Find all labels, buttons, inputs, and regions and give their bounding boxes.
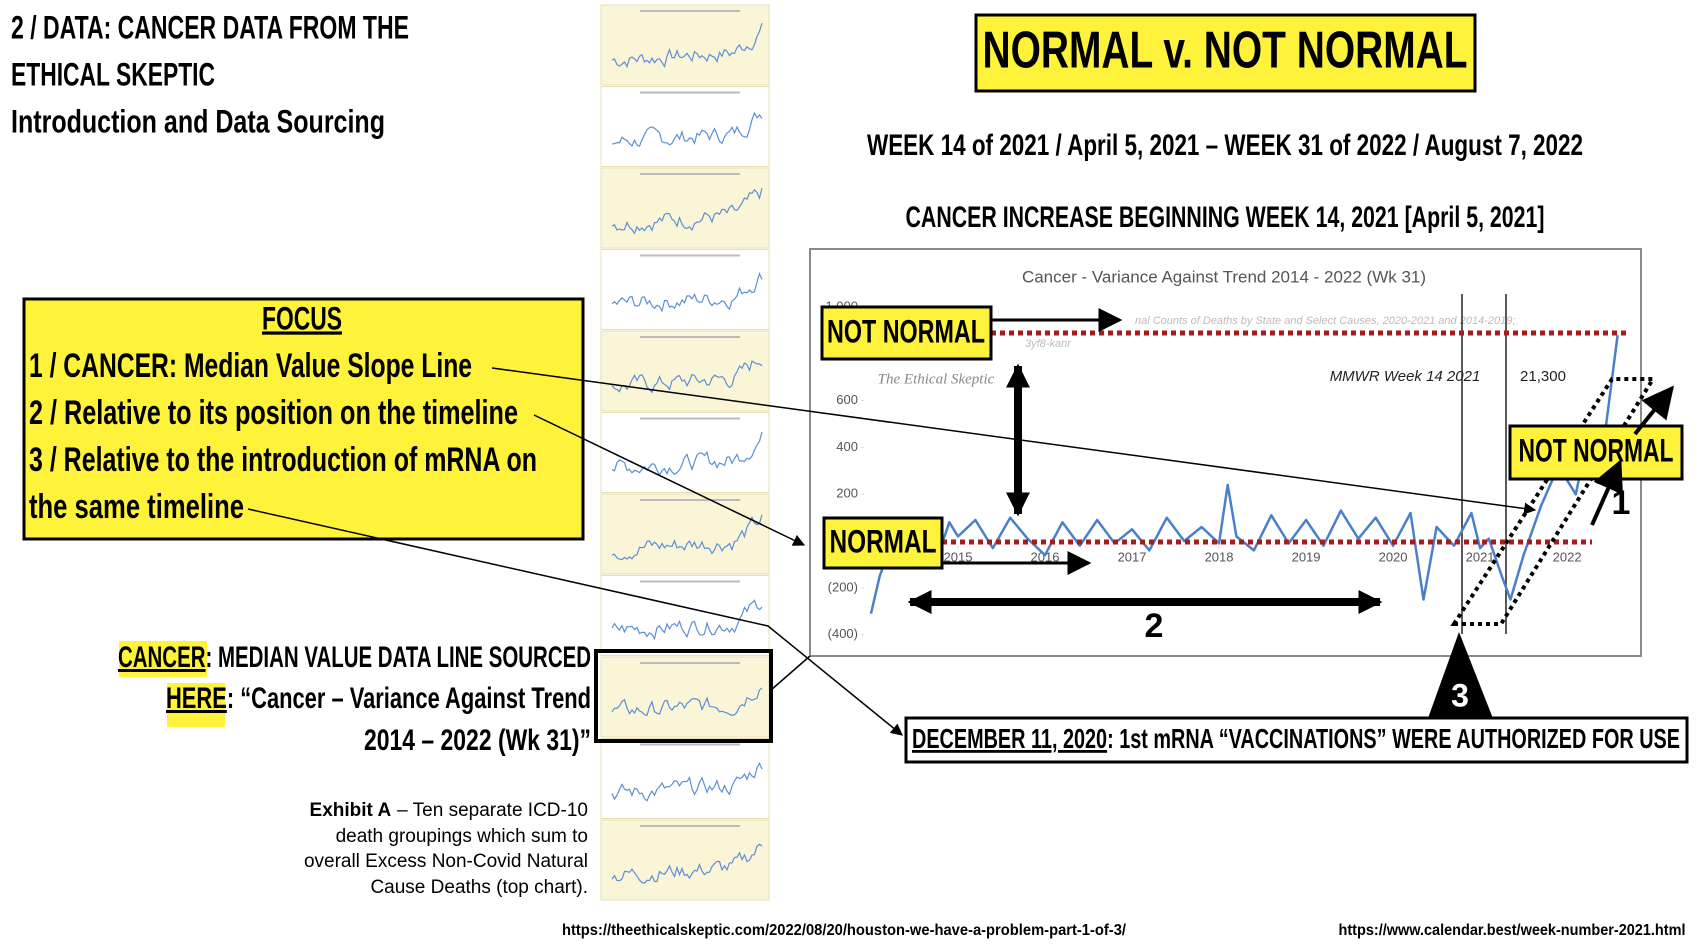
thumbnail-line	[611, 272, 763, 313]
thumbnail	[600, 738, 770, 819]
chart-source-id: 3yf8-kanr	[1025, 338, 1072, 350]
exhibit-line: Exhibit A – Ten separate ICD-10	[310, 800, 588, 821]
chart-source-note: nal Counts of Deaths by State and Select…	[1135, 315, 1515, 327]
label-box	[822, 516, 944, 570]
thumbnail-line	[611, 687, 763, 717]
header-line: Introduction and Data Sourcing	[11, 103, 385, 139]
subtitle: WEEK 14 of 2021 / April 5, 2021 – WEEK 3…	[867, 129, 1583, 162]
thumbnail	[600, 4, 770, 86]
label-box	[820, 305, 993, 361]
y-tick-label: 600	[836, 392, 858, 407]
thumbnail-line	[611, 188, 763, 235]
x-tick-label: 2021	[1466, 549, 1495, 564]
focus-item: 3 / Relative to the introduction of mRNA…	[29, 441, 537, 479]
source-text: : “Cancer – Variance Against Trend	[227, 682, 591, 715]
exhibit-line: overall Excess Non-Covid Natural	[304, 851, 588, 872]
highlight	[119, 641, 207, 677]
x-tick-label: 2020	[1379, 549, 1408, 564]
marker-value-label: 21,300	[1520, 368, 1566, 385]
watermark: The Ethical Skeptic	[878, 371, 995, 387]
thumbnail-strip	[600, 4, 770, 901]
annotation: 1	[1612, 484, 1631, 522]
exhibit-line: Cause Deaths (top chart).	[370, 877, 588, 898]
focus-heading: FOCUS	[262, 300, 342, 336]
x-tick-label: 2016	[1031, 549, 1060, 564]
connector	[247, 508, 903, 736]
source-label: CANCER	[118, 641, 206, 674]
annotation: 3	[1451, 677, 1469, 713]
connector	[491, 367, 1537, 515]
source-text: : MEDIAN VALUE DATA LINE SOURCED	[205, 641, 591, 674]
thumbnail	[600, 656, 770, 738]
arrow	[1633, 385, 1675, 436]
connector	[770, 655, 811, 691]
header-line: ETHICAL SKEPTIC	[11, 56, 215, 92]
annotation: 2	[1145, 607, 1164, 645]
thumbnail	[600, 330, 770, 412]
pointer-triangle	[1427, 632, 1494, 721]
vaccination-date: DECEMBER 11, 2020	[912, 723, 1107, 754]
highlight	[167, 683, 225, 727]
x-tick-label: 2022	[1553, 549, 1582, 564]
y-tick-label: (400)	[828, 626, 858, 641]
focus-item: 1 / CANCER: Median Value Slope Line	[29, 347, 472, 385]
x-tick-label: 2019	[1292, 549, 1321, 564]
thumbnail	[600, 167, 770, 249]
source-url: https://theethicalskeptic.com/2022/08/20…	[562, 922, 1127, 939]
exhibit-label: Exhibit A	[310, 800, 392, 821]
thumbnail	[600, 575, 770, 656]
vaccination-text: DECEMBER 11, 2020: 1st mRNA “VACCINATION…	[912, 723, 1680, 754]
arrow	[1590, 459, 1623, 526]
source-line: CANCER: MEDIAN VALUE DATA LINE SOURCED	[118, 641, 591, 674]
focus-box	[22, 297, 585, 541]
thumbnail-line	[611, 761, 763, 802]
thumbnail-line	[611, 23, 763, 69]
focus-item: the same timeline	[29, 488, 244, 526]
chart-title: Cancer - Variance Against Trend 2014 - 2…	[1022, 267, 1426, 286]
thumbnail-line	[611, 360, 763, 394]
annotation: NORMAL	[830, 523, 937, 559]
thumbnail-line	[611, 432, 763, 477]
data-line	[869, 335, 1619, 614]
x-tick-label: 2018	[1205, 549, 1234, 564]
highlight-box	[594, 649, 773, 743]
source-line: 2014 – 2022 (Wk 31)”	[364, 724, 591, 757]
y-tick-label: (200)	[828, 579, 858, 594]
header-line: 2 / DATA: CANCER DATA FROM THE	[11, 9, 409, 45]
y-tick-label: 200	[836, 486, 858, 501]
x-tick-label: 2017	[1118, 549, 1147, 564]
focus-item: 2 / Relative to its position on the time…	[29, 394, 518, 432]
exhibit-text: – Ten separate ICD-10	[397, 800, 588, 821]
y-tick-label: 400	[836, 439, 858, 454]
thumbnail	[600, 819, 770, 901]
connector	[533, 414, 806, 546]
title: NORMAL v. NOT NORMAL	[983, 22, 1468, 80]
vaccination-box	[904, 716, 1689, 764]
thumbnail	[600, 86, 770, 167]
source-url: https://www.calendar.best/week-number-20…	[1339, 922, 1686, 939]
thumbnail-line	[611, 514, 763, 561]
x-tick-label: 2015	[944, 549, 973, 564]
thumbnail	[600, 249, 770, 330]
source-line: HERE: “Cancer – Variance Against Trend	[166, 682, 591, 715]
marker-label: MMWR Week 14 2021	[1330, 368, 1481, 385]
exhibit-line: death groupings which sum to	[336, 826, 588, 847]
source-label: HERE	[166, 682, 227, 715]
subtitle: CANCER INCREASE BEGINNING WEEK 14, 2021 …	[906, 201, 1545, 234]
thumbnail-line	[611, 111, 763, 147]
plot: 1,000600400200(200)(400)2015201620172018…	[825, 299, 1619, 641]
thumbnail-line	[611, 843, 763, 884]
thumbnail	[600, 412, 770, 493]
annotation: NOT NORMAL	[827, 313, 985, 349]
thumbnail-line	[611, 599, 763, 641]
annotation: NOT NORMAL	[1519, 432, 1674, 468]
title-box	[974, 13, 1477, 93]
vaccination-detail: : 1st mRNA “VACCINATIONS” WERE AUTHORIZE…	[1107, 723, 1680, 754]
